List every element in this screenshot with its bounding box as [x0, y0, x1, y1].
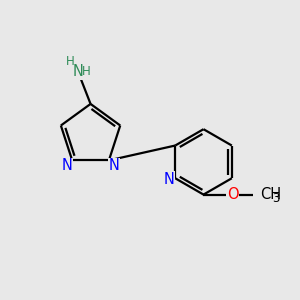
Text: H: H — [82, 65, 91, 78]
Text: H: H — [66, 55, 75, 68]
Text: N: N — [164, 172, 175, 187]
Text: N: N — [72, 64, 83, 79]
Text: O: O — [227, 187, 239, 202]
Text: CH: CH — [260, 187, 281, 202]
Text: N: N — [109, 158, 120, 173]
Text: 3: 3 — [272, 192, 279, 205]
Text: N: N — [61, 158, 72, 173]
